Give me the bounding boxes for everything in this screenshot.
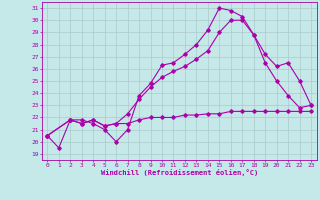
X-axis label: Windchill (Refroidissement éolien,°C): Windchill (Refroidissement éolien,°C) <box>100 169 258 176</box>
